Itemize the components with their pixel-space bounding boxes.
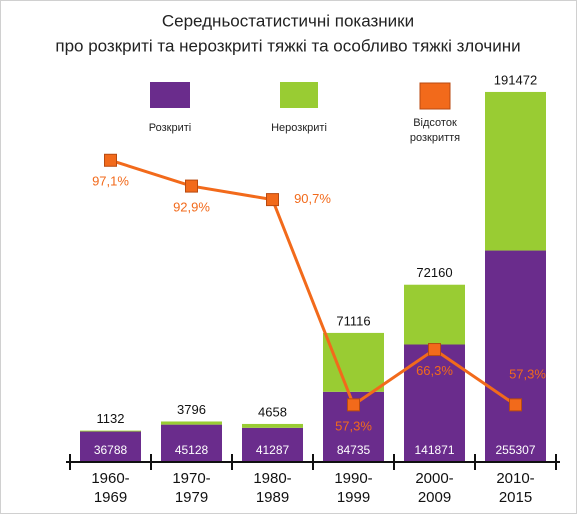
bar-segment bbox=[161, 421, 222, 425]
legend-swatch bbox=[419, 82, 451, 110]
data-label: 66,3% bbox=[416, 363, 453, 378]
data-label: 1132 bbox=[97, 411, 125, 426]
data-label: 41287 bbox=[256, 443, 290, 457]
bar-segment bbox=[485, 91, 546, 251]
data-label: 57,3% bbox=[509, 366, 546, 381]
line-marker bbox=[347, 398, 360, 412]
bar-segment bbox=[80, 430, 141, 432]
data-label: 72160 bbox=[416, 265, 452, 280]
line-marker bbox=[509, 398, 522, 412]
bar-segment bbox=[485, 250, 546, 462]
data-label: 36788 bbox=[94, 443, 128, 457]
x-tick-label: 2010-2015 bbox=[496, 470, 534, 506]
line-marker bbox=[104, 153, 117, 167]
x-tick-label: 1960-1969 bbox=[91, 470, 129, 506]
data-label: 90,7% bbox=[294, 191, 331, 206]
data-label: 4658 bbox=[258, 404, 287, 419]
line-marker bbox=[428, 343, 441, 357]
data-label: 191472 bbox=[494, 72, 537, 87]
bar-segment bbox=[80, 431, 141, 462]
data-label: 84735 bbox=[337, 443, 371, 457]
chart-title: про розкриті та нерозкриті тяжкі та особ… bbox=[55, 36, 520, 55]
data-label: 3796 bbox=[177, 402, 206, 417]
legend-swatch bbox=[280, 82, 318, 108]
line bbox=[110, 158, 517, 408]
data-label: 141871 bbox=[414, 443, 454, 457]
bar-segment bbox=[242, 427, 303, 462]
data-label: 57,3% bbox=[335, 418, 372, 433]
data-label: 97,1% bbox=[92, 174, 129, 189]
x-tick-label: 1970-1979 bbox=[172, 470, 210, 506]
legend-label: Відсоток розкриття bbox=[410, 117, 460, 144]
x-tick-label: 1990-1999 bbox=[334, 470, 372, 506]
data-label: 71116 bbox=[336, 313, 370, 328]
bar-segment bbox=[404, 284, 465, 345]
bar-segment bbox=[323, 332, 384, 392]
line-marker bbox=[185, 179, 198, 193]
bar-segment bbox=[161, 424, 222, 462]
legend-label: Нерозкриті bbox=[271, 122, 327, 134]
data-label: 255307 bbox=[495, 443, 535, 457]
data-label: 92,9% bbox=[173, 200, 210, 215]
x-tick-label: 1980-1989 bbox=[253, 470, 291, 506]
line-marker bbox=[266, 193, 279, 207]
x-tick-label: 2000-2009 bbox=[415, 470, 453, 506]
data-label: 45128 bbox=[175, 443, 209, 457]
legend-swatch bbox=[150, 82, 190, 108]
bar-segment bbox=[242, 423, 303, 428]
chart-title: Середньостатистичні показники bbox=[162, 11, 414, 30]
legend-label: Розкриті bbox=[149, 122, 191, 134]
